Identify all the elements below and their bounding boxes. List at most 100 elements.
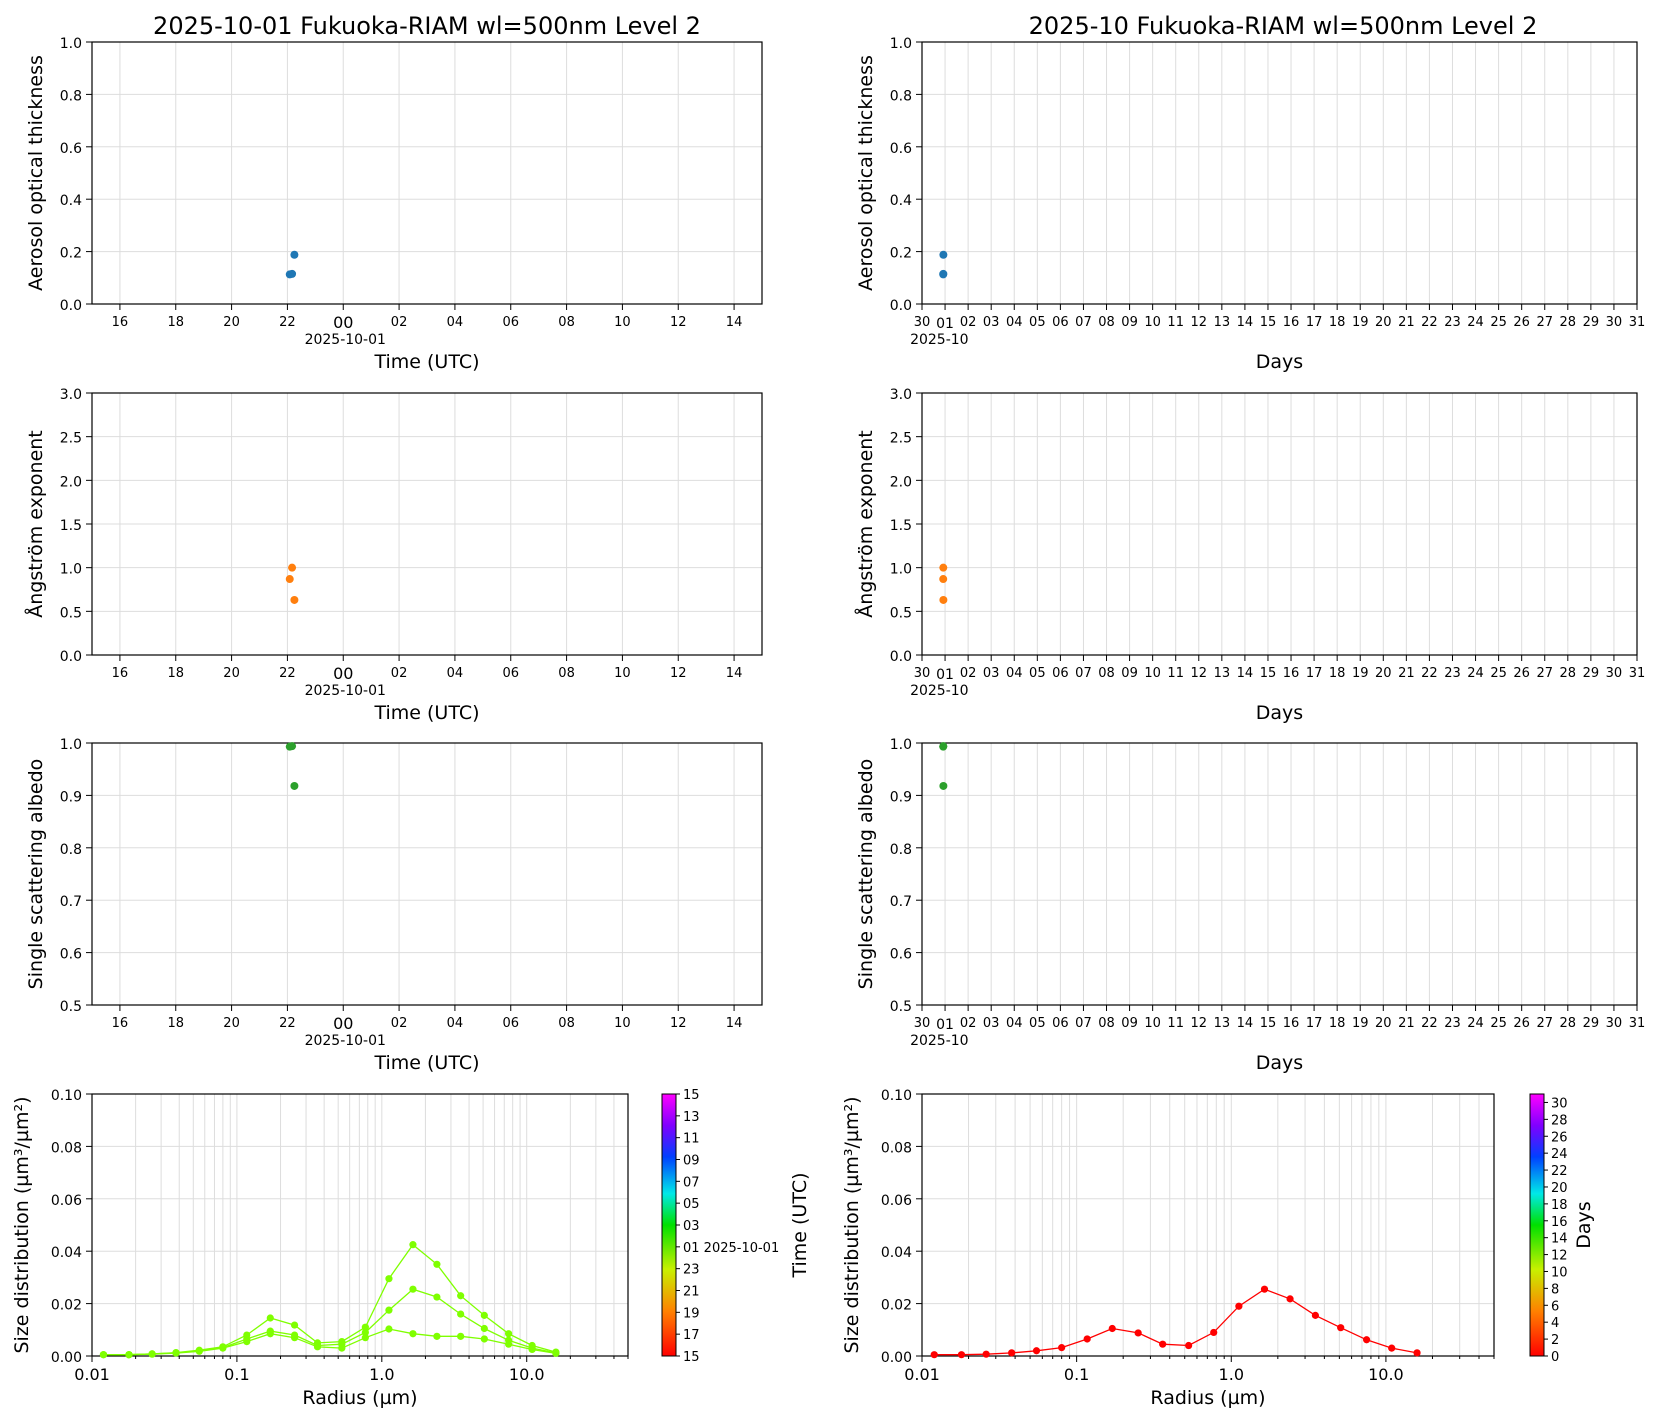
x-axis-label: Days [1256, 351, 1303, 373]
y-tick-label: 0.6 [60, 141, 82, 157]
colorbar-label: Days [1573, 1201, 1595, 1248]
x-tick-label: 28 [1560, 315, 1577, 330]
x-tick-label: 21 [1398, 315, 1415, 330]
x-tick-label: 18 [167, 1016, 184, 1031]
size-data-point [1362, 1336, 1371, 1344]
x-tick-label: 24 [1467, 666, 1484, 681]
y-tick-label: 0.4 [890, 193, 912, 209]
y-tick-label: 0.4 [60, 193, 82, 209]
x-tick-label: 0.01 [74, 1365, 110, 1384]
data-point [290, 595, 299, 604]
x-tick-label: 14 [726, 315, 743, 330]
x-tick-label: 06 [502, 1016, 519, 1031]
y-axis-label: Ångström exponent [854, 430, 877, 618]
y-tick-label: 0.00 [881, 1350, 912, 1366]
x-date-label: 2025-10-01 [305, 683, 386, 699]
colorbar-tick-label: 09 [683, 1154, 700, 1169]
y-tick-label: 1.0 [890, 36, 912, 52]
y-tick-label: 0.0 [60, 298, 82, 314]
size-data-point [552, 1349, 560, 1357]
data-point [285, 575, 294, 584]
colorbar-tick-label: 28 [1551, 1113, 1568, 1128]
y-tick-label: 1.0 [60, 737, 82, 753]
colorbar-tick-label: 16 [1551, 1215, 1568, 1230]
y-tick-label: 1.0 [890, 737, 912, 753]
colorbar-tick-label: 13 [683, 1110, 700, 1125]
colorbar-tick-label: 11 [683, 1132, 700, 1147]
x-tick-label: 08 [1098, 666, 1115, 681]
x-tick-label: 00 [333, 664, 353, 683]
right-title: 2025-10 Fukuoka-RIAM wl=500nm Level 2 [1029, 12, 1538, 40]
x-tick-label: 29 [1583, 315, 1600, 330]
x-tick-label: 25 [1490, 1016, 1507, 1031]
x-tick-label: 13 [1214, 315, 1231, 330]
y-axis-label: Size distribution (µm³/µm²) [11, 1096, 33, 1353]
x-tick-label: 10 [614, 1016, 631, 1031]
x-tick-label: 15 [1260, 666, 1277, 681]
size-data-point [1260, 1285, 1269, 1293]
colorbar-tick-label: 21 [683, 1285, 700, 1300]
size-data-point [433, 1260, 441, 1268]
x-tick-label: 1.0 [369, 1365, 394, 1384]
x-tick-label: 13 [1214, 666, 1231, 681]
y-tick-label: 0.00 [51, 1350, 82, 1366]
x-axis-label: Time (UTC) [373, 351, 479, 373]
size-data-point [433, 1332, 441, 1340]
x-tick-label: 20 [223, 315, 240, 330]
y-tick-label: 3.0 [890, 387, 912, 403]
y-tick-label: 0.2 [60, 246, 82, 262]
x-tick-label: 01 [936, 316, 954, 332]
y-tick-label: 0.5 [60, 999, 82, 1015]
x-tick-label: 0.1 [224, 1365, 249, 1384]
x-tick-label: 04 [447, 315, 464, 330]
size-data-point [1311, 1311, 1320, 1319]
x-tick-label: 21 [1398, 666, 1415, 681]
x-date-label: 2025-10 [910, 683, 969, 699]
x-tick-label: 0.1 [1064, 1365, 1089, 1384]
y-tick-label: 0.9 [890, 789, 912, 805]
x-tick-label: 02 [391, 315, 408, 330]
x-tick-label: 08 [1098, 315, 1115, 330]
axes-frame [921, 392, 1638, 656]
x-tick-label: 04 [1006, 315, 1023, 330]
x-tick-label: 26 [1513, 1016, 1530, 1031]
colorbar-tick-label: 6 [1551, 1299, 1559, 1314]
size-data-point [409, 1285, 417, 1293]
size-data-point [480, 1335, 488, 1343]
size-data-point [1134, 1329, 1142, 1337]
size-data-point [1008, 1349, 1016, 1357]
size-data-point [125, 1351, 133, 1359]
y-tick-label: 0.02 [881, 1298, 912, 1314]
data-point [290, 250, 299, 259]
x-tick-label: 02 [391, 1016, 408, 1031]
x-tick-label: 14 [1237, 1016, 1254, 1031]
x-tick-label: 12 [670, 315, 687, 330]
x-tick-label: 18 [1329, 315, 1346, 330]
x-tick-label: 03 [983, 666, 1000, 681]
data-point [939, 563, 948, 572]
x-tick-label: 06 [1052, 1016, 1069, 1031]
size-data-point [290, 1321, 299, 1329]
x-tick-label: 1.0 [1219, 1365, 1244, 1384]
x-tick-label: 12 [1191, 666, 1208, 681]
size-data-point [480, 1324, 488, 1333]
x-tick-label: 11 [1167, 1016, 1184, 1031]
colorbar-tick-label: 0 [1551, 1350, 1559, 1365]
x-tick-label: 24 [1467, 1016, 1484, 1031]
x-tick-label: 13 [1214, 1016, 1231, 1031]
colorbar-tick-label: 03 [683, 1219, 700, 1234]
colorbar-tick-label: 05 [683, 1197, 700, 1212]
x-tick-label: 02 [960, 315, 977, 330]
x-tick-label: 04 [1006, 666, 1023, 681]
y-tick-label: 0.0 [890, 298, 912, 314]
x-tick-label: 07 [1075, 315, 1092, 330]
x-tick-label: 16 [1283, 315, 1300, 330]
size-data-point [385, 1275, 393, 1283]
x-axis-label: Radius (µm) [1150, 1387, 1265, 1409]
data-point [288, 742, 297, 751]
size-data-point [1413, 1349, 1421, 1357]
y-tick-label: 0.08 [51, 1140, 82, 1156]
y-tick-label: 0.5 [60, 605, 82, 621]
y-tick-label: 0.6 [60, 947, 82, 963]
